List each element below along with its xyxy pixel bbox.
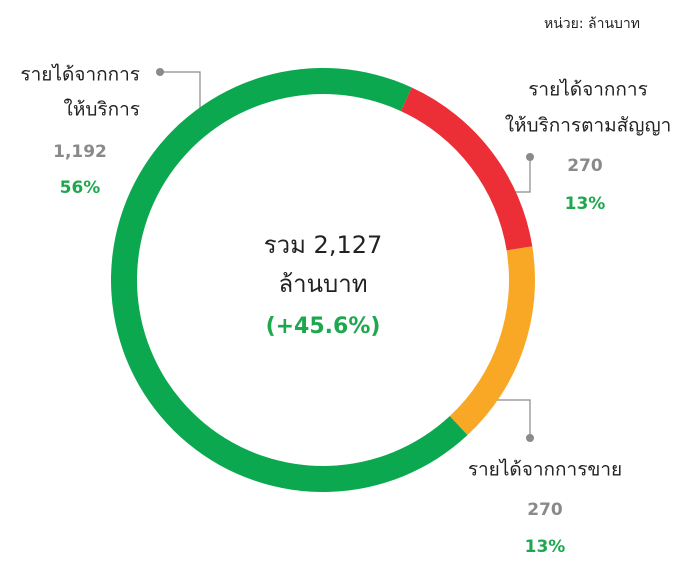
donut-segment — [111, 68, 468, 492]
segment-label: รายได้จากการ — [20, 64, 140, 86]
percent-label: 13% — [565, 194, 606, 214]
segment-label: รายได้จากการขาย — [468, 459, 622, 481]
percent-label: 13% — [525, 537, 566, 557]
value-label: 270 — [527, 500, 563, 520]
leader-dot — [526, 153, 534, 161]
value-label: 1,192 — [53, 142, 107, 162]
donut-segment — [449, 246, 535, 436]
segment-label: รายได้จากการ — [528, 79, 648, 101]
percent-label: 56% — [60, 178, 101, 198]
segment-label: ให้บริการตามสัญญา — [505, 115, 672, 137]
leader-dot — [526, 434, 534, 442]
unit-note: หน่วย: ล้านบาท — [544, 16, 640, 32]
center-unit: ล้านบาท — [278, 270, 367, 298]
donut-segment — [400, 87, 533, 251]
total-label: รวม 2,127 — [264, 231, 383, 259]
change: (+45.6%) — [266, 314, 381, 339]
segment-label: ให้บริการ — [64, 99, 140, 121]
value-label: 270 — [567, 156, 603, 176]
leader-dot — [156, 68, 164, 76]
